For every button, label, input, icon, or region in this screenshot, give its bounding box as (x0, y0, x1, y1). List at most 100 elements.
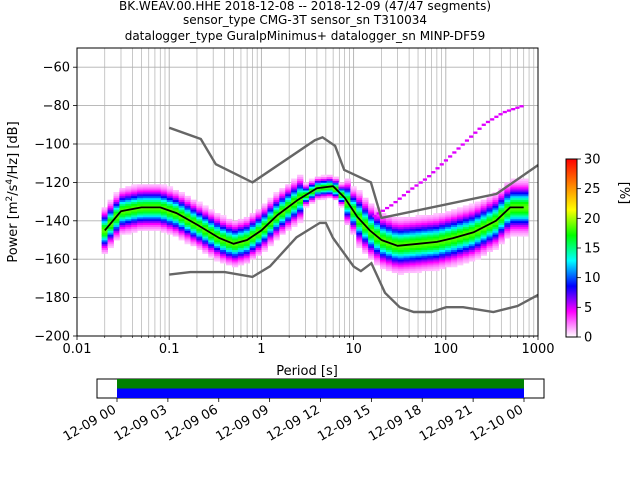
histogram-cell (178, 218, 185, 222)
histogram-cell (208, 213, 215, 216)
histogram-cell (243, 226, 251, 229)
histogram-cell (184, 213, 191, 216)
histogram-cell (291, 199, 298, 202)
histogram-cell (427, 264, 434, 268)
histogram-cell (154, 186, 162, 189)
histogram-cell (143, 207, 150, 210)
histogram-cell (451, 259, 458, 262)
histogram-cell (261, 245, 268, 249)
histogram-cell (255, 232, 262, 235)
histogram-cell (350, 228, 357, 231)
histogram-cell (172, 207, 180, 210)
histogram-cell (143, 203, 150, 206)
histogram-cell (220, 226, 227, 229)
histogram-cell (166, 188, 174, 191)
histogram-cell (208, 240, 215, 243)
histogram-cell (445, 226, 452, 229)
histogram-cell (456, 207, 464, 210)
histogram-cell (237, 255, 245, 258)
y-tick-label: −60 (43, 61, 70, 76)
histogram-cell (332, 186, 339, 189)
histogram-cell (160, 215, 168, 218)
histogram-cell (468, 224, 476, 227)
histogram-cell (190, 211, 197, 214)
histogram-cell (154, 197, 162, 201)
histogram-cell (220, 220, 227, 224)
histogram-cell (374, 207, 381, 210)
histogram-cell (486, 213, 493, 216)
histogram-cell (107, 230, 114, 233)
histogram-cell (196, 238, 203, 241)
histogram-cell (462, 209, 470, 212)
histogram-cell (510, 228, 517, 231)
histogram-cell (226, 236, 233, 239)
histogram-cell (143, 220, 150, 224)
histogram-cell (308, 192, 316, 195)
histogram-cell (196, 211, 203, 214)
histogram-cell (468, 226, 476, 229)
histogram-cell (486, 232, 493, 235)
histogram-cell (184, 199, 191, 202)
histogram-cell (226, 257, 233, 260)
histogram-cell (314, 180, 322, 183)
histogram-cell (226, 241, 233, 245)
histogram-cell (208, 224, 215, 227)
histogram-cell (391, 247, 399, 250)
histogram-cell (237, 228, 245, 231)
histogram-cell (249, 215, 257, 218)
histogram-cell (474, 240, 482, 243)
histogram-cell (237, 249, 245, 252)
histogram-cell (101, 213, 108, 216)
histogram-cell (297, 207, 304, 210)
histogram-cell (522, 232, 529, 235)
histogram-cell (119, 228, 126, 231)
histogram-cell (409, 236, 416, 239)
histogram-cell (462, 230, 470, 233)
histogram-cell (474, 220, 482, 224)
histogram-cell (338, 197, 345, 201)
histogram-cell (439, 218, 446, 222)
histogram-cell (379, 241, 387, 245)
histogram-cell (202, 222, 209, 226)
histogram-cell (492, 209, 499, 212)
histogram-cell (421, 222, 428, 226)
histogram-cell (415, 224, 422, 227)
histogram-cell (504, 203, 511, 206)
histogram-cell (415, 240, 422, 243)
histogram-cell (249, 232, 257, 235)
histogram-cell (492, 216, 499, 220)
histogram-cell (504, 234, 511, 237)
histogram-cell (285, 226, 292, 229)
x-tick-label: 1 (257, 342, 265, 357)
histogram-cell (107, 243, 114, 247)
histogram-cell (350, 195, 357, 199)
histogram-cell (279, 224, 286, 227)
histogram-cell (445, 232, 452, 235)
histogram-cell (391, 270, 399, 274)
histogram-cell (208, 211, 215, 214)
histogram-cell (267, 209, 274, 212)
histogram-cell (385, 259, 393, 262)
histogram-cell (267, 224, 274, 227)
histogram-cell (474, 251, 482, 254)
histogram-cell (326, 188, 334, 191)
histogram-cell (516, 215, 523, 218)
histogram-cell (297, 213, 304, 216)
histogram-cell (220, 240, 227, 243)
histogram-cell (184, 230, 191, 233)
histogram-cell (149, 218, 156, 222)
histogram-cell (273, 228, 280, 231)
histogram-cell (474, 257, 482, 260)
histogram-cell (350, 222, 357, 226)
histogram-cell (480, 224, 487, 227)
histogram-cell (409, 238, 416, 241)
histogram-cell (237, 220, 245, 224)
timeline-bars (117, 379, 524, 398)
histogram-cell (516, 232, 523, 235)
histogram-cell (113, 218, 120, 222)
histogram-cell (511, 108, 516, 111)
histogram-cell (397, 245, 405, 249)
histogram-cell (273, 199, 280, 202)
histogram-cell (433, 236, 440, 239)
histogram-cell (397, 253, 405, 256)
